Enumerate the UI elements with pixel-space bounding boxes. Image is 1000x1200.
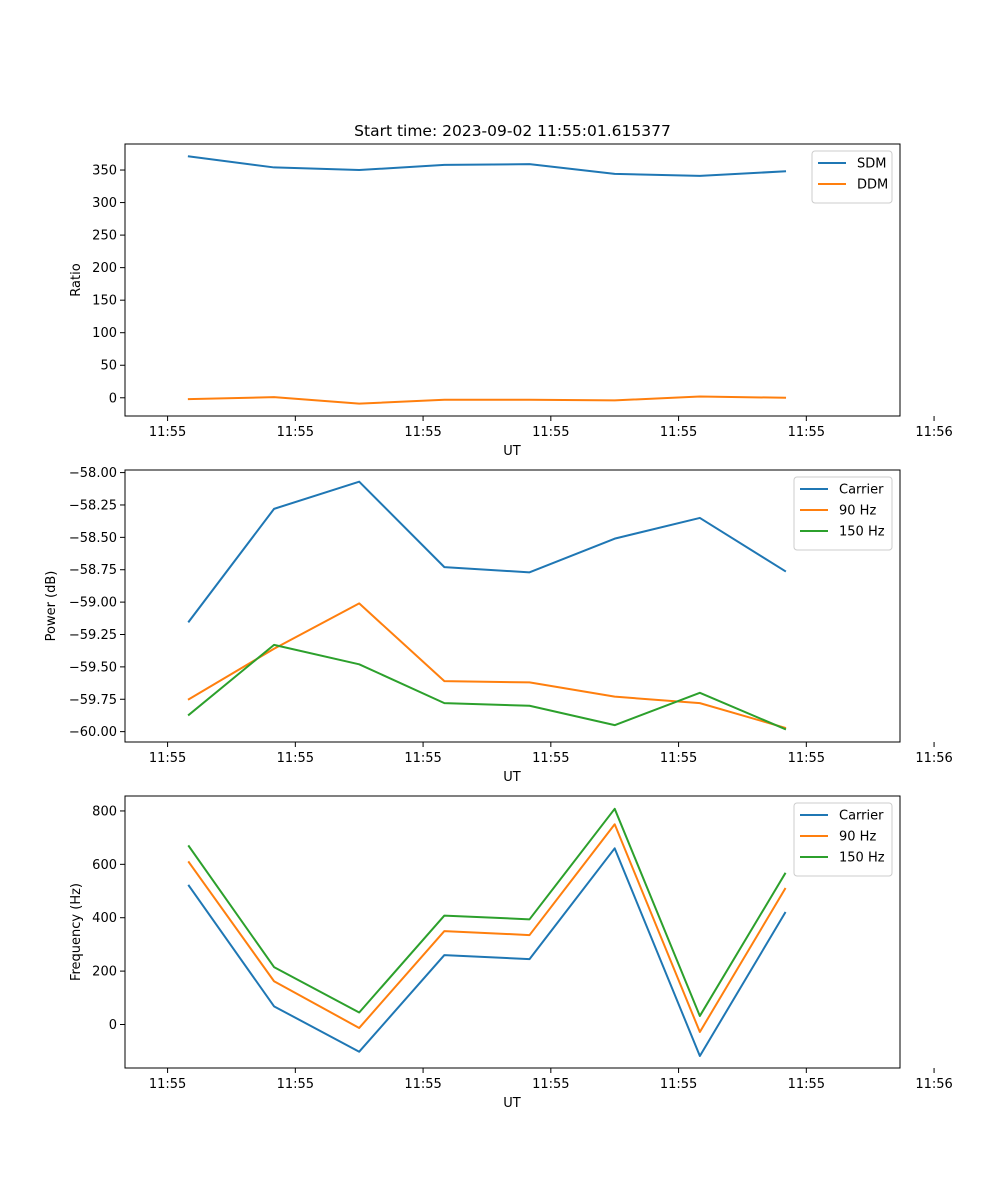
x-axis-label: UT (503, 1096, 521, 1111)
legend-ratio: SDM DDM (811, 150, 893, 204)
x-tick-label: 11:55 (788, 751, 825, 766)
y-tick-label: 600 (92, 858, 117, 873)
panel-ratio: 11:55 11:55 11:55 11:55 11:55 11:55 11:56 0 50 10… (69, 143, 953, 459)
panels: 11:55 11:55 11:55 11:55 11:55 11:55 11:56 0 50 10… (44, 143, 953, 1111)
axes-frame-frequency (124, 795, 901, 1069)
x-tick-label: 11:56 (915, 751, 952, 766)
x-tick-label: 11:55 (277, 1077, 314, 1092)
series-line-150-hz (187, 807, 787, 1017)
x-tick-label: 11:55 (532, 1077, 569, 1092)
y-tick-label: 400 (92, 911, 117, 926)
y-tick-label: −59.50 (69, 660, 117, 675)
panel-power: 11:55 11:55 11:55 11:55 11:55 11:55 11:56 −60.0… (44, 466, 953, 785)
y-tick-label: 200 (92, 261, 117, 276)
y-tick-label: 150 (92, 294, 117, 309)
x-tick-label: 11:55 (404, 1077, 441, 1092)
axes-frame-power (124, 469, 901, 743)
y-tick-label: 800 (92, 804, 117, 819)
y-tick-label: −59.75 (69, 693, 117, 708)
series-line-sdm (187, 155, 787, 177)
series-line-90-hz (187, 602, 787, 729)
y-tick-label: 350 (92, 164, 117, 179)
x-tick-label: 11:55 (149, 1077, 186, 1092)
y-tick-label: −58.00 (69, 466, 117, 481)
legend-label: Carrier (839, 483, 884, 498)
x-tick-label: 11:55 (277, 751, 314, 766)
x-axis-label: UT (503, 770, 521, 785)
series-line-ddm (187, 395, 787, 405)
legend-label: DDM (857, 178, 888, 193)
x-tick-label: 11:55 (788, 1077, 825, 1092)
y-tick-label: −58.75 (69, 563, 117, 578)
legend-label: Carrier (839, 809, 884, 824)
x-tick-label: 11:56 (915, 425, 952, 440)
x-tick-label: 11:55 (277, 425, 314, 440)
x-tick-label: 11:56 (915, 1077, 952, 1092)
y-tick-label: 0 (109, 391, 117, 406)
legend-label: SDM (857, 157, 886, 172)
series-line-150-hz (187, 643, 787, 731)
series-line-carrier (187, 847, 787, 1057)
series-line-carrier (187, 480, 787, 623)
x-tick-label: 11:55 (404, 751, 441, 766)
y-axis-label: Power (dB) (44, 571, 59, 642)
x-tick-label: 11:55 (660, 1077, 697, 1092)
y-axis-label: Ratio (69, 263, 84, 296)
x-tick-label: 11:55 (149, 751, 186, 766)
y-tick-label: −58.25 (69, 498, 117, 513)
x-tick-label: 11:55 (532, 425, 569, 440)
y-tick-label: −59.25 (69, 628, 117, 643)
y-tick-label: −60.00 (69, 725, 117, 740)
y-tick-label: −58.50 (69, 531, 117, 546)
y-tick-label: 200 (92, 965, 117, 980)
plot-area-frequency (187, 807, 787, 1057)
panel-frequency: 11:55 11:55 11:55 11:55 11:55 11:55 11:56 0 200 4… (69, 795, 953, 1111)
chart-title: Start time: 2023-09-02 11:55:01.615377 (354, 122, 671, 140)
axes-frame-ratio (124, 143, 901, 417)
x-tick-label: 11:55 (532, 751, 569, 766)
series-line-90-hz (187, 823, 787, 1033)
legend-frequency: Carrier 90 Hz 150 Hz (793, 802, 893, 877)
y-tick-label: 50 (100, 359, 117, 374)
x-tick-label: 11:55 (404, 425, 441, 440)
plot-area-ratio (187, 155, 787, 405)
y-tick-label: 100 (92, 326, 117, 341)
y-tick-label: 300 (92, 196, 117, 211)
legend-power: Carrier 90 Hz 150 Hz (793, 476, 893, 551)
x-axis-label: UT (503, 444, 521, 459)
legend-label: 90 Hz (839, 830, 876, 845)
x-tick-label: 11:55 (660, 425, 697, 440)
y-tick-label: 250 (92, 229, 117, 244)
y-tick-label: −59.00 (69, 596, 117, 611)
y-tick-label: 0 (109, 1018, 117, 1033)
legend-label: 150 Hz (839, 851, 885, 866)
legend-label: 90 Hz (839, 504, 876, 519)
plot-area-power (187, 480, 787, 731)
x-tick-label: 11:55 (660, 751, 697, 766)
x-tick-label: 11:55 (149, 425, 186, 440)
y-axis-label: Frequency (Hz) (69, 883, 84, 981)
x-tick-label: 11:55 (788, 425, 825, 440)
legend-label: 150 Hz (839, 525, 885, 540)
